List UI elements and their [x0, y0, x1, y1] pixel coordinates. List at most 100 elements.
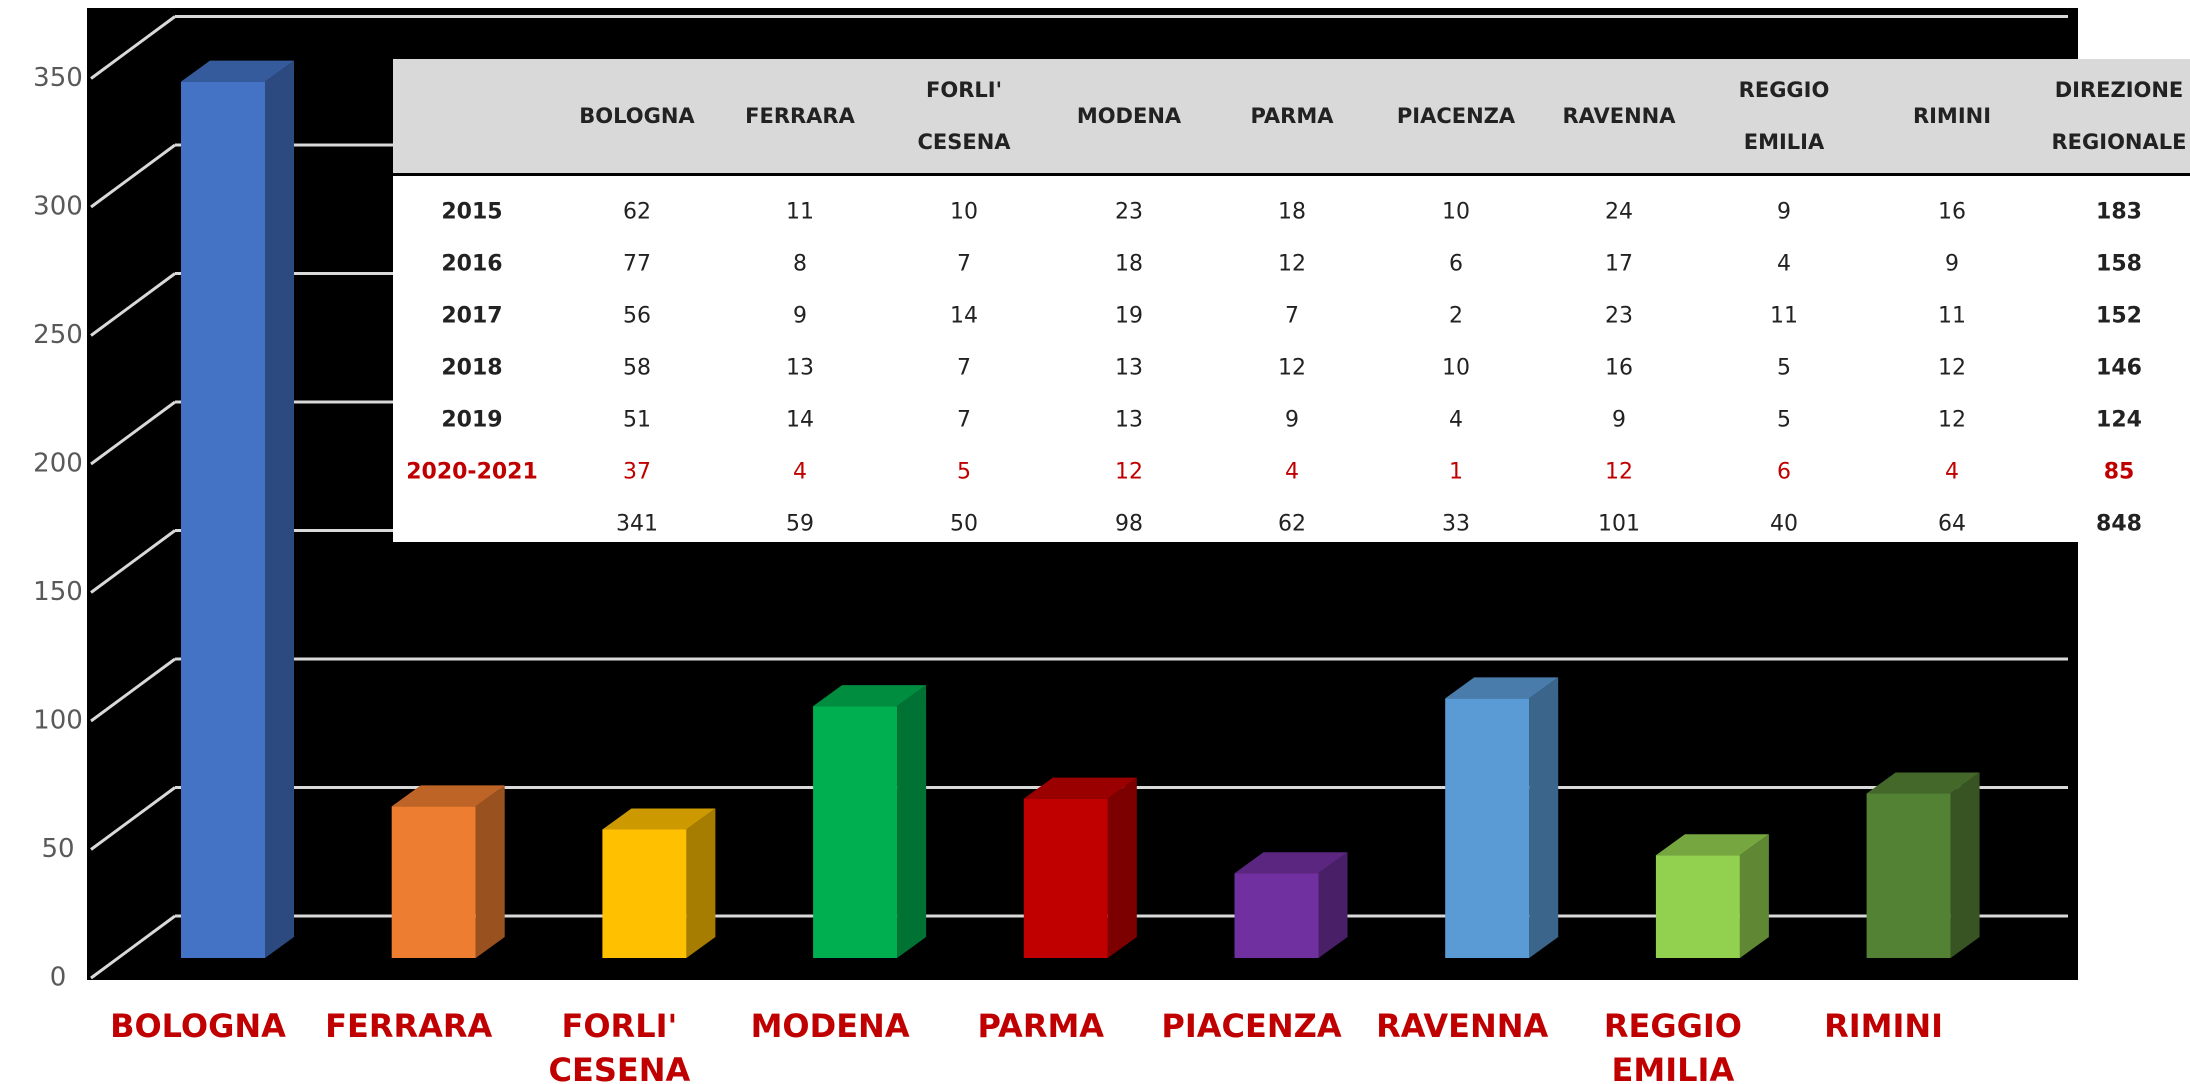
table-cell: 10: [1442, 355, 1470, 381]
table-cell: 12: [1938, 355, 1966, 381]
table-cell: 13: [786, 355, 814, 381]
table-cell: 18: [1115, 251, 1143, 277]
table-cell: 124: [2096, 407, 2142, 433]
table-cell: 62: [623, 199, 651, 225]
table-cell: 40: [1770, 511, 1798, 537]
column-header: FORLI' CESENA: [917, 78, 1011, 154]
bar-side: [1529, 677, 1559, 958]
y-tick-label: 150: [33, 577, 83, 607]
grid-line-side: [90, 786, 176, 851]
row-label: 2018: [441, 355, 503, 381]
bar-top: [391, 785, 505, 807]
column-header: RAVENNA: [1562, 104, 1676, 128]
table-cell: 4: [1777, 251, 1791, 277]
table-cell: 101: [1598, 511, 1640, 537]
table-cell: 98: [1115, 511, 1143, 537]
table-cell: 33: [1442, 511, 1470, 537]
grid-line-side: [90, 272, 176, 337]
table-cell: 12: [1605, 459, 1633, 485]
x-tick-label: REGGIO EMILIA: [1603, 1007, 1742, 1084]
grid-line-side: [90, 143, 176, 209]
table-cell: 5: [1777, 407, 1791, 433]
table-cell: 4: [1449, 407, 1463, 433]
bar-side: [1107, 777, 1137, 958]
table-cell: 183: [2096, 199, 2142, 225]
table-cell: 50: [950, 511, 978, 537]
table-cell: 19: [1115, 303, 1143, 329]
bar: [181, 81, 265, 958]
table-cell: 24: [1605, 199, 1633, 225]
column-header: BOLOGNA: [579, 104, 695, 128]
x-tick-label: PARMA: [977, 1007, 1105, 1045]
table-cell: 12: [1278, 251, 1306, 277]
y-tick-label: 250: [33, 320, 83, 350]
table-cell: 7: [957, 251, 971, 277]
data-table: BOLOGNA FERRARA FORLI' CESENA MODENA PARMA PI…: [393, 59, 2190, 542]
row-label: 2015: [441, 199, 503, 225]
bar: [1234, 873, 1319, 958]
row-label: 2016: [441, 251, 503, 277]
table-cell: 7: [957, 355, 971, 381]
table-cell: 5: [957, 459, 971, 485]
y-tick-label: 200: [33, 449, 83, 479]
table-cell: 85: [2103, 459, 2135, 485]
bar-side: [475, 785, 505, 958]
column-header: RIMINI: [1912, 104, 1992, 128]
table-cell: 9: [1285, 407, 1299, 433]
grid-line-side: [90, 15, 176, 80]
bar-side: [265, 60, 294, 958]
table-cell: 6: [1777, 459, 1791, 485]
table-cell: 4: [1945, 459, 1959, 485]
table-cell: 10: [1442, 199, 1470, 225]
bar-top: [813, 685, 927, 707]
table-cell: 12: [1938, 407, 1966, 433]
table-cell: 12: [1115, 459, 1143, 485]
bar: [1655, 855, 1740, 958]
bar: [1023, 798, 1108, 958]
grid-line-side: [90, 529, 176, 594]
row-label: 2020-2021: [406, 459, 538, 485]
x-tick-label: PIACENZA: [1161, 1007, 1342, 1045]
table-cell: 4: [1285, 459, 1299, 485]
y-tick-label: 50: [41, 834, 74, 864]
table-cell: 16: [1605, 355, 1633, 381]
table-cell: 9: [1777, 199, 1791, 225]
bar-top: [1866, 772, 1980, 794]
table-cell: 146: [2096, 355, 2142, 381]
column-header: PIACENZA: [1396, 104, 1516, 128]
table-cell: 23: [1115, 199, 1143, 225]
table-cell: 62: [1278, 511, 1306, 537]
bar-side: [1318, 852, 1348, 958]
x-tick-label: BOLOGNA: [110, 1007, 286, 1045]
x-tick-label: RIMINI: [1824, 1007, 1944, 1045]
table-cell: 77: [623, 251, 651, 277]
bar-top: [602, 808, 716, 830]
bar: [1866, 793, 1951, 958]
column-header: FERRARA: [745, 104, 855, 128]
bar-top: [1234, 852, 1348, 874]
table-cell: 64: [1938, 511, 1966, 537]
grid-line-side: [90, 400, 176, 466]
table-cell: 13: [1115, 407, 1143, 433]
table-cell: 5: [1777, 355, 1791, 381]
table-cell: 12: [1278, 355, 1306, 381]
column-header: REGGIO EMILIA: [1738, 78, 1830, 154]
table-cell: 9: [1612, 407, 1626, 433]
table-cell: 23: [1605, 303, 1633, 329]
x-tick-label: FERRARA: [325, 1007, 493, 1045]
table-header: [393, 59, 2190, 176]
table-cell: 14: [786, 407, 814, 433]
table-cell: 7: [957, 407, 971, 433]
table-cell: 11: [786, 199, 814, 225]
table-cell: 6: [1449, 251, 1463, 277]
y-tick-label: 350: [33, 63, 83, 93]
table-cell: 2: [1449, 303, 1463, 329]
row-label: 2019: [441, 407, 503, 433]
table-cell: 11: [1938, 303, 1966, 329]
column-header: DIREZIONE REGIONALE: [2051, 78, 2187, 154]
table-cell: 58: [623, 355, 651, 381]
bar: [813, 706, 898, 958]
table-cell: 13: [1115, 355, 1143, 381]
table-cell: 4: [793, 459, 807, 485]
